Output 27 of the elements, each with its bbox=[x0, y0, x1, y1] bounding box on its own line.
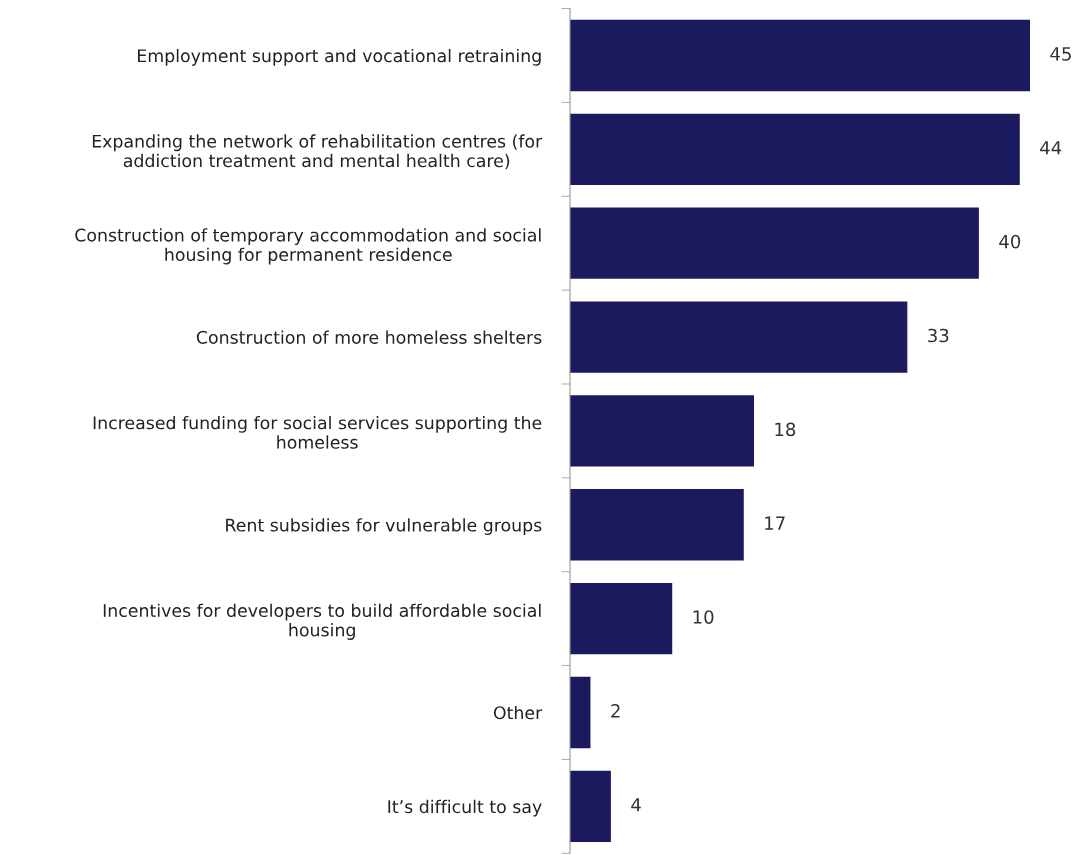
bar bbox=[570, 301, 908, 373]
data-label: 40 bbox=[999, 234, 1021, 249]
bar bbox=[570, 676, 591, 749]
bar bbox=[570, 395, 754, 467]
y-tick-label: It’s difficult to say bbox=[388, 799, 542, 817]
data-label: 18 bbox=[775, 422, 796, 437]
bar bbox=[570, 770, 611, 843]
y-tick-label: Construction of more homeless shelters bbox=[196, 330, 542, 344]
data-label: 2 bbox=[611, 704, 620, 718]
bar bbox=[570, 489, 744, 561]
data-label: 44 bbox=[1040, 141, 1062, 155]
y-tick-label: Employment support and vocational retraining bbox=[138, 48, 541, 66]
bar bbox=[570, 207, 979, 279]
data-label: 10 bbox=[693, 610, 714, 624]
data-label: 17 bbox=[765, 516, 785, 530]
bar bbox=[570, 582, 673, 655]
data-label: 33 bbox=[928, 328, 949, 343]
bar bbox=[570, 113, 1020, 186]
y-tick-label: Increased funding for social services supporting the homeless bbox=[93, 415, 542, 449]
y-tick-label: Other bbox=[493, 705, 543, 720]
y-tick-label: Incentives for developers to build affordable social housing bbox=[103, 603, 541, 640]
data-label: 45 bbox=[1050, 47, 1071, 61]
y-tick-label: Expanding the network of rehabilitation centres (for addiction treatment and mental health care) bbox=[92, 134, 543, 170]
y-tick-label: Rent subsidies for vulnerable groups bbox=[226, 518, 542, 535]
data-label: 4 bbox=[631, 798, 641, 812]
bar bbox=[570, 19, 1030, 92]
y-tick-label: Construction of temporary accommodation and social housing for permanent residence bbox=[75, 228, 541, 265]
